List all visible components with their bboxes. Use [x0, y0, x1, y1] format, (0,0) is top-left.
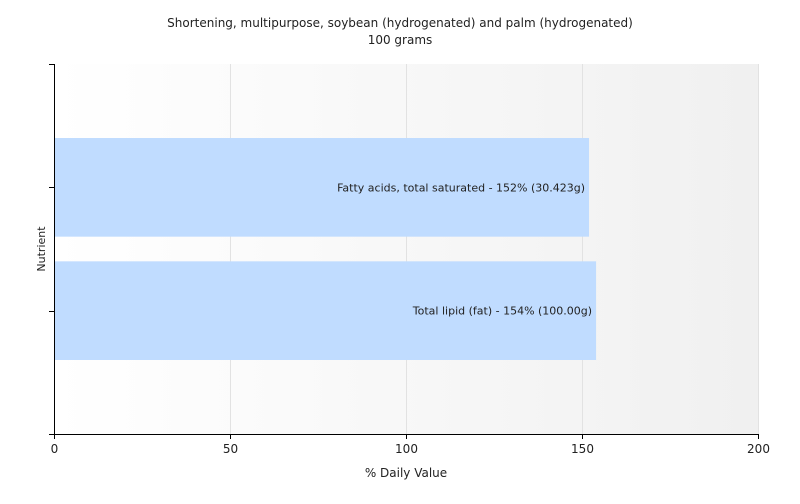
x-tick-label: 100	[395, 442, 418, 456]
bar	[54, 138, 590, 237]
y-axis-label: Nutrient	[35, 226, 48, 272]
bar	[54, 261, 597, 360]
chart-title: Shortening, multipurpose, soybean (hydro…	[167, 16, 633, 30]
x-tick-label: 50	[223, 442, 238, 456]
x-tick-label: 200	[747, 442, 770, 456]
grid-lines	[230, 64, 759, 434]
x-tick-label: 0	[51, 442, 59, 456]
chart-subtitle: 100 grams	[368, 33, 433, 47]
bars: Total lipid (fat) - 154% (100.00g) Fatty …	[54, 138, 597, 360]
axes: 0 50 100 150 200	[49, 64, 770, 456]
bar-label: Fatty acids, total saturated - 152% (30.…	[337, 181, 585, 194]
bar-label: Total lipid (fat) - 154% (100.00g)	[412, 305, 592, 318]
x-tick-label: 150	[571, 442, 594, 456]
x-axis-label: % Daily Value	[365, 466, 447, 480]
